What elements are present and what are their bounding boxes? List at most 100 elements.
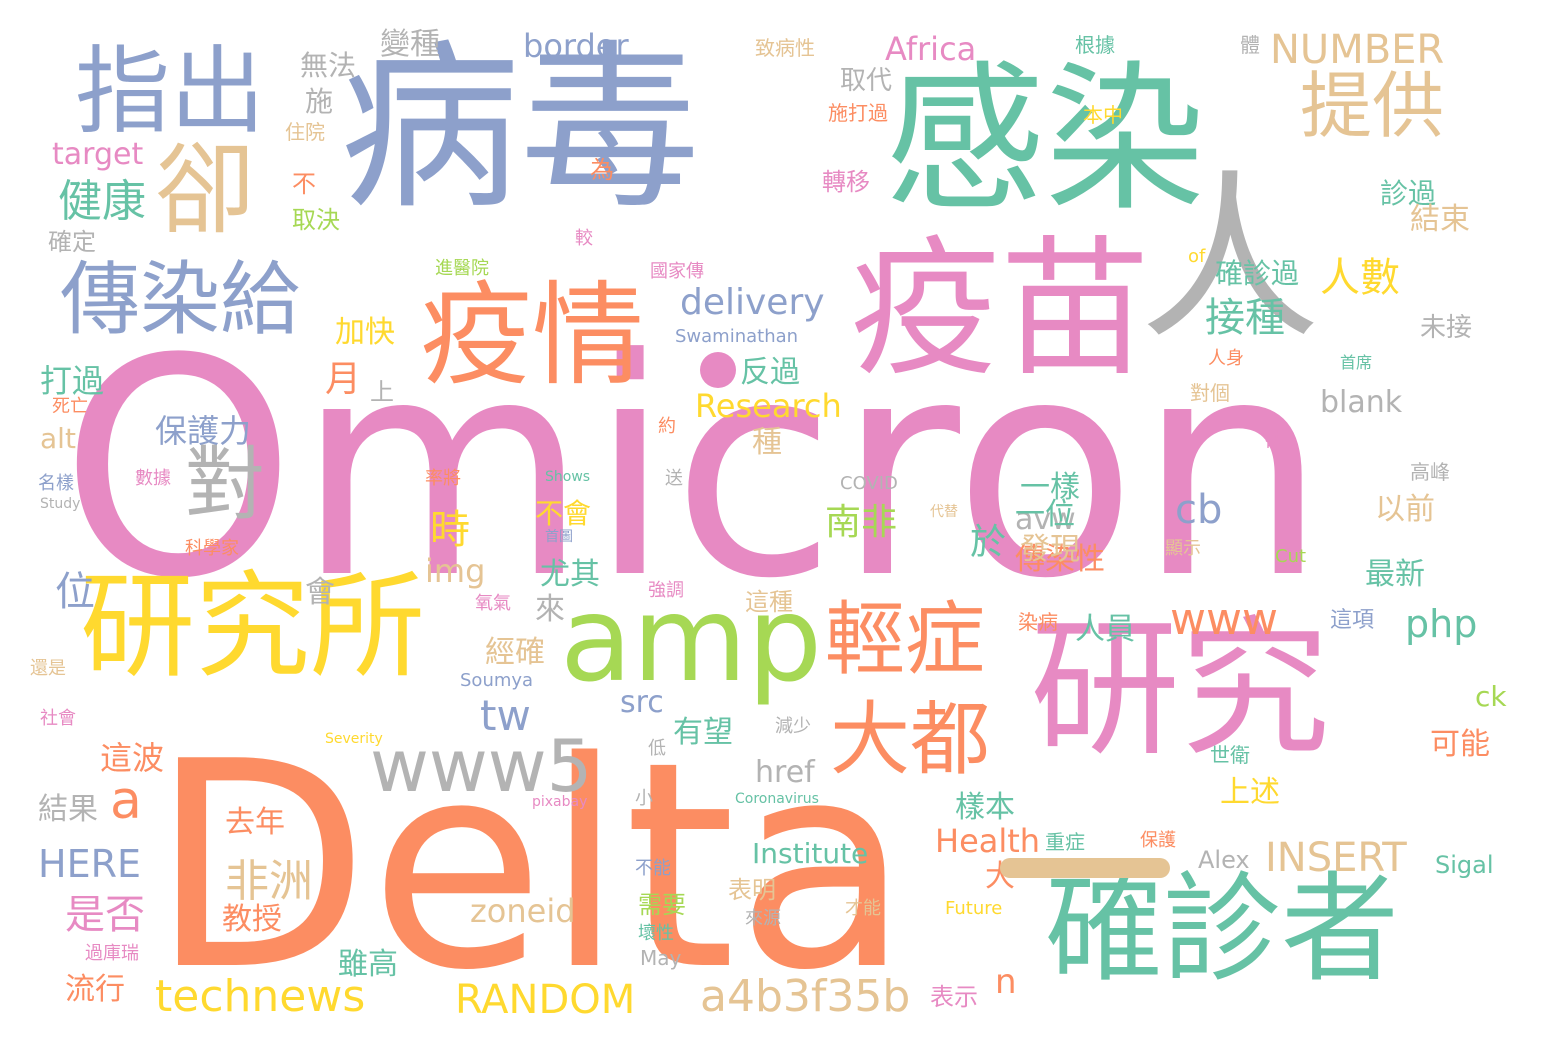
word-cjk-86: 送 <box>665 468 683 489</box>
word-cjk-11: 指出 <box>75 37 266 147</box>
word-cjk-125: 重症 <box>1045 830 1085 854</box>
word-cjk-136: 才能 <box>845 898 881 919</box>
word-cjk-68: 結束 <box>1410 202 1470 237</box>
word-cjk-121: 樣本 <box>955 790 1015 825</box>
word-ck: ck <box>1475 680 1507 713</box>
word-cjk-97: 尤其 <box>540 557 600 592</box>
word-soumya: Soumya <box>460 670 534 691</box>
word-cjk-72: 未接 <box>1420 313 1473 343</box>
word-cjk-60: 本中 <box>1083 103 1123 127</box>
word-cjk-150: 高峰 <box>1410 460 1450 484</box>
word-cjk-39: 人數 <box>1320 255 1400 301</box>
word-cjk-13: 卻 <box>155 131 255 248</box>
word-cjk-61: 施打過 <box>828 101 888 125</box>
word-cjk-101: 這種 <box>745 588 793 616</box>
word-cjk-90: 以前 <box>1375 492 1435 527</box>
dash-mark <box>1000 858 1170 878</box>
word-cjk-104: 染病 <box>1018 610 1058 634</box>
word-cjk-64: 取決 <box>292 206 340 234</box>
word-cjk-76: 死亡 <box>52 396 88 417</box>
word-cjk-139: 流行 <box>65 972 125 1007</box>
word-avw: avw <box>1015 502 1076 537</box>
word-cjk-83: 數據 <box>135 468 171 489</box>
word-cjk-3: 感染 <box>885 46 1206 233</box>
word-africa: Africa <box>885 30 977 68</box>
word-zoneid: zoneid <box>470 892 576 930</box>
word-www: www <box>1170 594 1278 645</box>
word-cut: Cut <box>1275 546 1307 567</box>
word-delta: Delta <box>150 701 911 1033</box>
word-number: NUMBER <box>1270 27 1445 73</box>
word-cjk-52: 無法 <box>300 49 357 82</box>
word-cjk-151: 顯示 <box>1165 538 1201 559</box>
word-php: php <box>1405 602 1478 646</box>
word-of: of <box>1188 246 1206 267</box>
word-cjk-143: 進醫院 <box>435 258 489 279</box>
word-cjk-91: 科學家 <box>185 538 239 559</box>
word-cjk-93: 代替 <box>930 504 958 520</box>
word-cjk-78: 種 <box>752 425 782 460</box>
word-coronavirus: Coronavirus <box>735 791 819 807</box>
word-cjk-79: 約 <box>658 416 676 437</box>
word-cjk-109: 有望 <box>673 715 733 750</box>
word-a: a <box>110 771 142 831</box>
word-cjk-96: 會 <box>305 575 335 610</box>
word-cjk-58: 施 <box>305 85 334 118</box>
word-cjk-77: 保護力 <box>155 412 252 450</box>
word-cjk-100: 來 <box>535 592 565 627</box>
word-cjk-102: 強調 <box>648 580 684 601</box>
word-cjk-55: 致病性 <box>755 36 815 60</box>
word-cjk-65: 為 <box>590 156 614 184</box>
word-cjk-56: 根據 <box>1075 33 1115 57</box>
word-cb: cb <box>1175 487 1223 533</box>
word-cjk-2: 病毒 <box>340 25 701 234</box>
word-cjk-147: 較 <box>575 228 593 249</box>
word-cjk-144: 國家傳 <box>650 261 704 282</box>
word-shows: Shows <box>545 469 591 485</box>
word-cjk-138: 過庫瑞 <box>85 943 139 964</box>
word-random: RANDOM <box>455 977 636 1023</box>
word-cjk-103: 氧氣 <box>475 593 511 614</box>
word-cjk-153: 傳染性 <box>1015 542 1105 577</box>
word-cjk-66: 轉移 <box>822 168 870 196</box>
word-cjk-74: 上 <box>370 378 394 406</box>
word-cjk-16: 輕症 <box>825 593 985 686</box>
word-cjk-88: 不會 <box>535 497 592 530</box>
word-cjk-152: 首席 <box>1340 353 1373 372</box>
word-research: Research <box>695 387 842 425</box>
word-cjk-135: 來源 <box>745 908 781 929</box>
word-cjk-38: 接種 <box>1205 295 1285 341</box>
word-cjk-12: 提供 <box>1300 64 1445 148</box>
word-cjk-67: 診過 <box>1380 177 1437 210</box>
word-amp: amp <box>560 570 823 708</box>
word-cjk-116: 世衛 <box>1210 743 1250 767</box>
word-cjk-132: 是否 <box>65 892 145 938</box>
word-cjk-106: 還是 <box>30 658 66 679</box>
word-a4b3f35b: a4b3f35b <box>700 971 911 1022</box>
word-cjk-75: 打過 <box>40 362 105 400</box>
word-cjk-148: 人身 <box>1208 348 1244 369</box>
word-cjk-154: 發現 <box>1020 532 1080 567</box>
word-cjk-115: 上述 <box>1220 775 1280 810</box>
word-blank: blank <box>1320 385 1403 420</box>
word-cjk-57: 體 <box>1240 33 1260 57</box>
word-cjk-129: 不能 <box>635 858 671 879</box>
word-cjk-130: 需要 <box>638 891 686 919</box>
word-cjk-14: 傳染給 <box>60 253 300 346</box>
word-cjk-156: 一位 <box>1015 497 1075 532</box>
word-cjk-110: 這波 <box>100 739 165 777</box>
word-health: Health <box>935 822 1041 860</box>
word-cjk-105: 這項 <box>1330 608 1375 633</box>
word-cjk-70: 反過 <box>740 355 800 390</box>
word-cjk-142: 表示 <box>930 983 978 1011</box>
word-study: Study <box>40 496 81 512</box>
word-tw: tw <box>480 691 531 740</box>
word-cjk-111: 減少 <box>775 716 811 737</box>
word-institute: Institute <box>752 837 869 870</box>
word-cjk-17: 大都 <box>830 693 990 786</box>
word-www5: www5 <box>370 724 593 808</box>
word-future: Future <box>945 898 1003 919</box>
word-cjk-54: 取代 <box>840 66 893 96</box>
word-cjk-80: 破 <box>1265 428 1285 452</box>
word-cjk-149: 對個 <box>1190 381 1230 405</box>
